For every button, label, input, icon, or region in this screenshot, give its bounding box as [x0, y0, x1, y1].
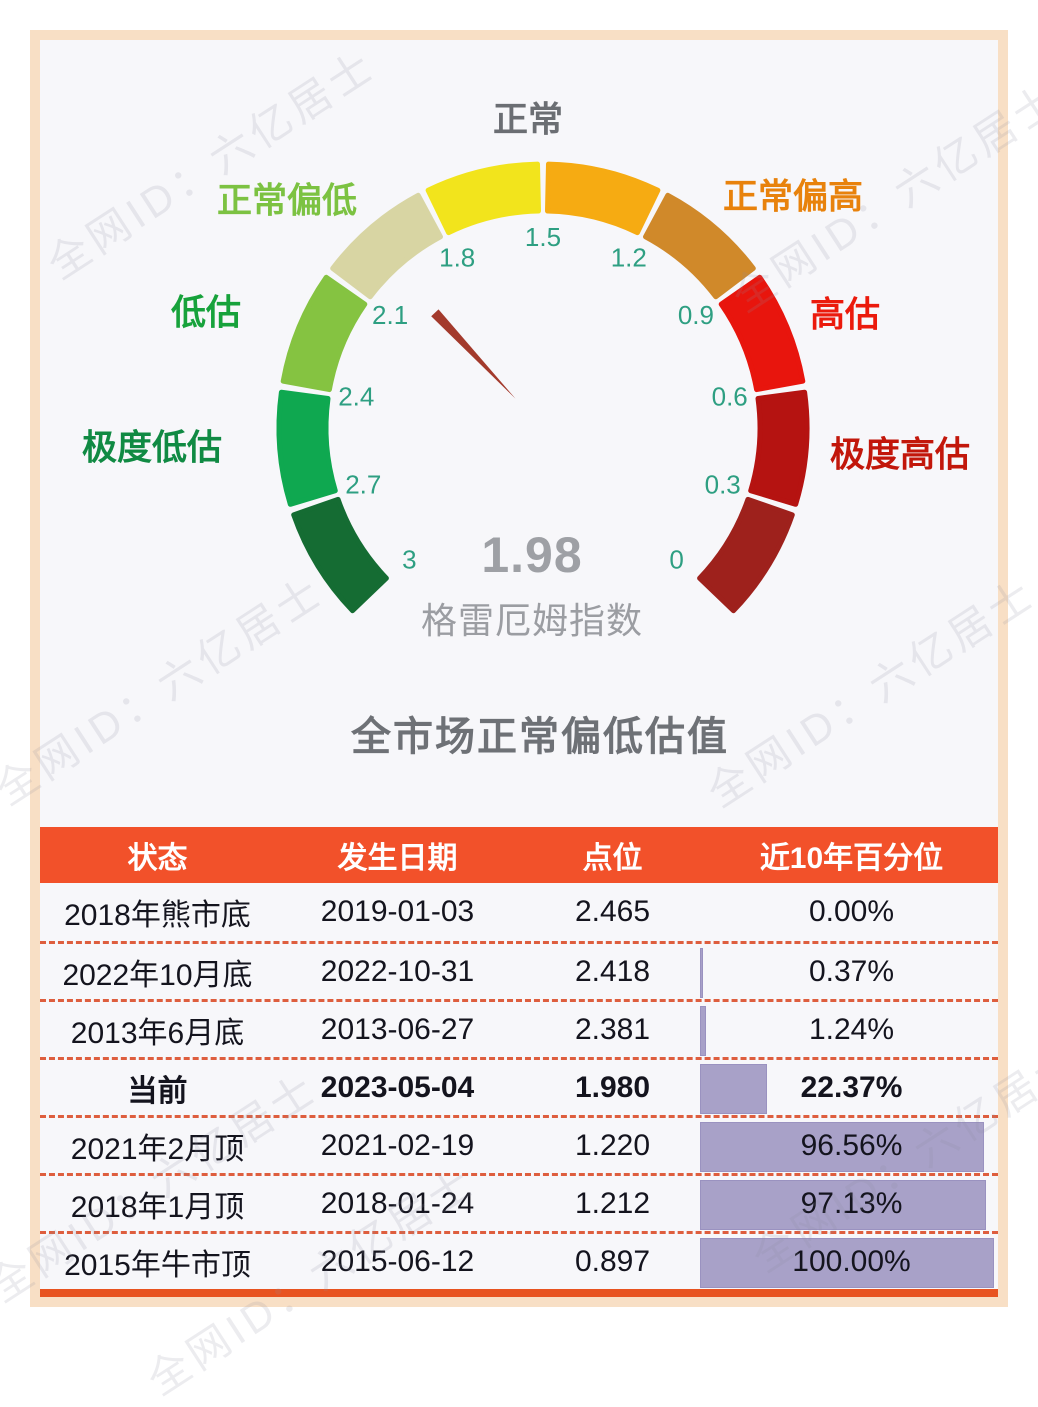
gauge-needle: [431, 309, 516, 399]
cell-date: 2013-06-27: [320, 1012, 475, 1046]
percentile-bar: [700, 1006, 706, 1056]
cell-value: 1.980: [574, 1070, 651, 1104]
cell-status: 2022年10月底: [62, 958, 253, 992]
gauge-segment: [425, 161, 541, 236]
cell-percentile: 0.00%: [808, 895, 895, 928]
percentile-bar: [700, 1064, 768, 1114]
gauge-tick-label: 0.6: [712, 381, 748, 411]
table-row: 2013年6月底 2013-06-27 2.381 1.24%: [40, 999, 998, 1057]
table-header-date: 发生日期: [337, 842, 458, 875]
graham-index-gauge: 0 0.3 0.6 0.9 1.2 1.5 1.8 2.1 2.4 2.7 3: [276, 161, 810, 614]
gauge-tick-label: 3: [402, 544, 416, 574]
gauge-segment: [276, 389, 338, 507]
report-card: 0 0.3 0.6 0.9 1.2 1.5 1.8 2.1 2.4 2.7 3 正常 正常偏低 正常…: [30, 30, 1008, 1307]
gauge-tick-label: 1.5: [525, 222, 561, 252]
cell-value: 0.897: [574, 1244, 651, 1278]
page-title: 全市场正常偏低估值: [351, 715, 729, 759]
table-row: 2018年1月顶 2018-01-24 1.212 97.13%: [40, 1173, 998, 1231]
percentile-bar: [700, 1122, 984, 1172]
cell-date: 2021-02-19: [320, 1128, 475, 1162]
gauge-tick-label: 0.3: [705, 469, 741, 499]
cell-date: 2023-05-04: [320, 1070, 475, 1104]
cell-percentile: 100.00%: [792, 1244, 911, 1278]
table-row: 2021年2月顶 2021-02-19 1.220 96.56%: [40, 1115, 998, 1173]
cell-date: 2022-10-31: [320, 954, 475, 988]
cell-value: 1.212: [574, 1186, 651, 1220]
history-table: 状态 发生日期 点位 近10年百分位 2018年熊市底 2019-01-03 2.4…: [40, 827, 998, 1297]
gauge-tick-label: 0: [669, 544, 683, 574]
gauge-tick-label: 2.7: [345, 469, 381, 499]
gauge-zone-label-extremely-undervalued: 极度低估: [81, 428, 223, 468]
gauge-zone-label-extremely-overvalued: 极度高估: [829, 435, 971, 475]
gauge-value: 1.98: [481, 527, 583, 583]
cell-date: 2019-01-03: [320, 895, 475, 928]
table-row: 当前 2023-05-04 1.980 22.37%: [40, 1057, 998, 1115]
gauge-zone-label-undervalued: 低估: [170, 293, 242, 333]
table-row: 2018年熊市底 2019-01-03 2.465 0.00%: [40, 883, 998, 941]
cell-percentile: 97.13%: [800, 1186, 903, 1220]
gauge-tick-label: 1.2: [611, 242, 647, 272]
cell-value: 2.418: [574, 954, 651, 988]
gauge-segment: [280, 274, 368, 393]
gauge-zone-label-overvalued: 高估: [809, 295, 881, 335]
percentile-bar: [700, 948, 704, 998]
gauge-segment: [291, 496, 389, 614]
cell-status: 当前: [127, 1074, 188, 1108]
gauge-zone-label-normal: 正常: [492, 100, 564, 140]
page: 0 0.3 0.6 0.9 1.2 1.5 1.8 2.1 2.4 2.7 3 正常 正常偏低 正常…: [0, 30, 1038, 1404]
percentile-bar: [700, 1238, 994, 1288]
table-row: 2015年牛市顶 2015-06-12 0.897 100.00%: [40, 1231, 998, 1289]
table-header-value: 点位: [582, 842, 643, 875]
gauge-segment: [718, 274, 806, 393]
cell-status: 2013年6月底: [70, 1016, 245, 1050]
cell-value: 2.381: [574, 1012, 651, 1046]
cell-value: 2.465: [574, 895, 651, 928]
table-header-percentile: 近10年百分位: [759, 842, 944, 875]
table-header-status: 状态: [127, 842, 188, 875]
gauge-zone-label-normal-low: 正常偏低: [216, 181, 358, 221]
table-body: 2018年熊市底 2019-01-03 2.465 0.00% 2022年10月底 202…: [40, 883, 998, 1289]
gauge-index-name: 格雷厄姆指数: [420, 600, 644, 641]
gauge-segment: [748, 389, 810, 507]
percentile-bar: [700, 1180, 986, 1230]
gauge-tick-label: 1.8: [439, 242, 475, 272]
gauge-tick-label: 2.4: [338, 381, 374, 411]
cell-percentile: 96.56%: [800, 1128, 903, 1162]
gauge-segment: [545, 161, 661, 236]
gauge-tick-label: 0.9: [678, 300, 714, 330]
gauge-tick-label: 2.1: [372, 300, 408, 330]
cell-percentile: 1.24%: [808, 1012, 895, 1046]
cell-value: 1.220: [574, 1128, 651, 1162]
gauge-ticks: 0 0.3 0.6 0.9 1.2 1.5 1.8 2.1 2.4 2.7 3: [338, 222, 748, 575]
gauge-zone-label-normal-high: 正常偏高: [722, 177, 864, 217]
cell-percentile: 0.37%: [808, 954, 895, 988]
gauge-segment: [643, 192, 756, 300]
gauge-segment: [697, 496, 795, 614]
table-bottom-rule: [40, 1289, 998, 1297]
cell-date: 2015-06-12: [320, 1244, 475, 1278]
cell-status: 2021年2月顶: [70, 1132, 245, 1166]
gauge-segment: [330, 192, 443, 300]
gauge-segments: [276, 161, 810, 614]
table-header-row: 状态 发生日期 点位 近10年百分位: [40, 827, 998, 883]
cell-status: 2018年1月顶: [70, 1190, 245, 1224]
cell-percentile: 22.37%: [800, 1070, 903, 1104]
cell-status: 2015年牛市顶: [64, 1248, 251, 1282]
cell-date: 2018-01-24: [320, 1186, 475, 1220]
table-row: 2022年10月底 2022-10-31 2.418 0.37%: [40, 941, 998, 999]
cell-status: 2018年熊市底: [64, 899, 251, 932]
